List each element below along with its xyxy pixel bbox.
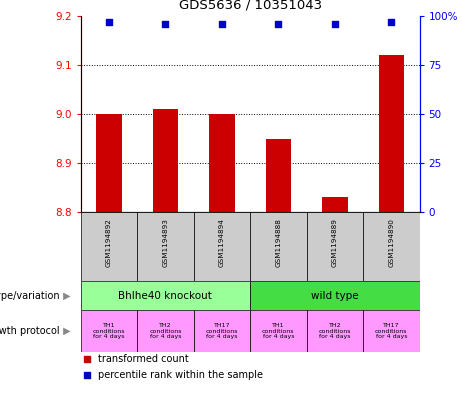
Point (388, 18, 395, 25)
Bar (194, 212, 250, 281)
Text: TH2
conditions
for 4 days: TH2 conditions for 4 days (319, 323, 351, 340)
Bar (81, 281, 250, 310)
Bar (250, 212, 307, 281)
Point (84, 356, 91, 362)
Point (331, 20, 338, 27)
Point (275, 20, 282, 27)
Point (218, 20, 225, 27)
Text: GSM1194892: GSM1194892 (106, 218, 112, 266)
Point (162, 20, 169, 27)
Text: ▶: ▶ (60, 326, 71, 336)
Bar (363, 310, 420, 352)
Text: transformed count: transformed count (98, 354, 189, 364)
Bar (322, 198, 348, 212)
Bar (307, 310, 363, 352)
Bar (96, 114, 122, 212)
Text: GSM1194888: GSM1194888 (275, 218, 281, 266)
Bar (378, 55, 404, 212)
Bar (153, 109, 178, 212)
Text: genotype/variation: genotype/variation (0, 291, 60, 301)
Bar (81, 212, 137, 281)
Text: wild type: wild type (311, 291, 359, 301)
Bar (194, 310, 250, 352)
Bar (137, 310, 194, 352)
Text: TH1
conditions
for 4 days: TH1 conditions for 4 days (262, 323, 295, 340)
Point (105, 18, 112, 25)
Bar (209, 114, 235, 212)
Title: GDS5636 / 10351043: GDS5636 / 10351043 (178, 0, 322, 12)
Bar (81, 310, 137, 352)
Text: TH17
conditions
for 4 days: TH17 conditions for 4 days (375, 323, 408, 340)
Bar (363, 212, 420, 281)
Text: Bhlhe40 knockout: Bhlhe40 knockout (118, 291, 213, 301)
Bar (250, 310, 307, 352)
Text: GSM1194890: GSM1194890 (388, 218, 394, 266)
Text: GSM1194889: GSM1194889 (332, 218, 338, 266)
Text: growth protocol: growth protocol (0, 326, 60, 336)
Text: GSM1194893: GSM1194893 (162, 218, 168, 266)
Bar (266, 139, 291, 212)
Text: TH2
conditions
for 4 days: TH2 conditions for 4 days (149, 323, 182, 340)
Bar (137, 212, 194, 281)
Text: TH1
conditions
for 4 days: TH1 conditions for 4 days (93, 323, 125, 340)
Bar (250, 281, 420, 310)
Text: percentile rank within the sample: percentile rank within the sample (98, 370, 263, 380)
Text: TH17
conditions
for 4 days: TH17 conditions for 4 days (206, 323, 238, 340)
Text: ▶: ▶ (60, 291, 71, 301)
Bar (307, 212, 363, 281)
Point (84, 372, 91, 378)
Text: GSM1194894: GSM1194894 (219, 218, 225, 266)
